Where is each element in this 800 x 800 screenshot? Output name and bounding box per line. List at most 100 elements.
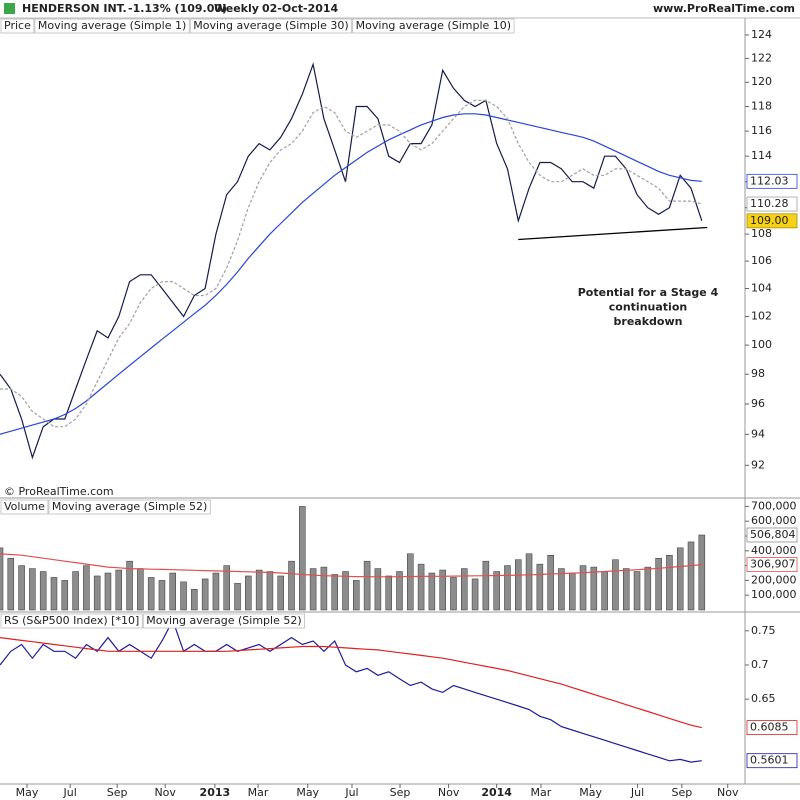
volume-bar bbox=[18, 565, 25, 611]
volume-bar bbox=[137, 568, 144, 611]
volume-bar bbox=[201, 578, 209, 611]
volume-bar bbox=[687, 541, 695, 611]
x-tick-label: 2014 bbox=[481, 786, 512, 799]
x-tick-label: Nov bbox=[154, 786, 176, 799]
volume-bar bbox=[407, 553, 414, 611]
last-value-box bbox=[746, 173, 798, 189]
volume-bar bbox=[601, 571, 608, 611]
volume-bar bbox=[504, 565, 511, 611]
legend-box bbox=[189, 18, 353, 34]
volume-bar bbox=[191, 589, 198, 611]
volume-bar bbox=[396, 571, 403, 611]
volume-bar bbox=[622, 568, 630, 611]
volume-bar bbox=[363, 560, 371, 611]
volume-bar bbox=[644, 566, 652, 611]
volume-bar bbox=[7, 557, 15, 611]
legend-box bbox=[34, 18, 190, 34]
legend-label: Moving average (Simple 1) bbox=[38, 19, 186, 32]
volume-bar bbox=[104, 572, 112, 611]
x-tick-label: Nov bbox=[438, 786, 460, 799]
volume-bar bbox=[374, 568, 382, 611]
volume-bar bbox=[525, 553, 533, 611]
y-tick-label: 116 bbox=[751, 124, 772, 137]
volume-bar bbox=[299, 506, 306, 611]
x-tick-label: 2013 bbox=[200, 786, 231, 799]
volume-bar bbox=[309, 568, 317, 611]
volume-bar bbox=[234, 583, 241, 611]
last-value-label: 110.28 bbox=[750, 197, 789, 210]
series-line bbox=[0, 62, 703, 460]
y-tick-label: 0.7 bbox=[751, 658, 769, 671]
volume-bar bbox=[493, 571, 500, 611]
y-tick-label: 100 bbox=[751, 338, 772, 351]
volume-bar bbox=[255, 569, 263, 611]
y-tick-label: 98 bbox=[751, 367, 765, 380]
y-tick-label: 600,000 bbox=[751, 514, 797, 527]
legend-box bbox=[352, 18, 515, 34]
series-line bbox=[0, 637, 702, 729]
volume-bar bbox=[515, 559, 522, 611]
site: www.ProRealTime.com bbox=[653, 2, 795, 15]
x-tick-label: Sep bbox=[671, 786, 692, 799]
volume-bar bbox=[547, 554, 554, 611]
y-tick-label: 114 bbox=[751, 149, 772, 162]
volume-bar bbox=[666, 554, 673, 611]
volume-bar bbox=[61, 580, 69, 611]
x-tick-label: Jul bbox=[63, 786, 77, 799]
volume-bar bbox=[50, 577, 58, 611]
legend-box bbox=[0, 18, 35, 34]
volume-bar bbox=[676, 547, 684, 611]
last-value-box bbox=[746, 557, 798, 572]
last-value-label: 112.03 bbox=[750, 174, 789, 187]
volume-bar bbox=[342, 571, 349, 611]
x-tick-label: Jul bbox=[344, 786, 358, 799]
volume-bar bbox=[417, 563, 425, 611]
x-tick-label: May bbox=[16, 786, 39, 799]
series-line bbox=[0, 553, 702, 578]
volume-bar bbox=[353, 580, 360, 611]
last-value-label: 0.5601 bbox=[750, 754, 789, 767]
y-tick-label: 102 bbox=[751, 310, 772, 323]
x-tick-label: Jul bbox=[630, 786, 644, 799]
volume-bar bbox=[590, 566, 598, 611]
volume-bar bbox=[461, 568, 468, 611]
y-tick-label: 106 bbox=[751, 254, 772, 267]
volume-bar bbox=[428, 572, 436, 611]
legend-label: Price bbox=[4, 19, 31, 32]
volume-bar bbox=[147, 577, 155, 611]
y-tick-label: 124 bbox=[751, 28, 772, 41]
volume-bar bbox=[266, 571, 274, 611]
last-value-box bbox=[746, 213, 798, 229]
y-tick-label: 400,000 bbox=[751, 544, 797, 557]
volume-bar bbox=[612, 559, 619, 611]
volume-bar bbox=[385, 575, 392, 611]
x-tick-label: Nov bbox=[717, 786, 739, 799]
volume-bar bbox=[482, 560, 490, 611]
legend-label: Moving average (Simple 10) bbox=[356, 19, 511, 32]
y-tick-label: 92 bbox=[751, 458, 765, 471]
volume-bar bbox=[83, 565, 90, 611]
volume-bar bbox=[180, 581, 187, 611]
x-tick-label: Sep bbox=[390, 786, 411, 799]
volume-bar bbox=[698, 534, 706, 611]
y-tick-label: 122 bbox=[751, 51, 772, 64]
legend-box bbox=[142, 613, 306, 629]
volume-bar bbox=[277, 575, 284, 611]
y-tick-label: 0.65 bbox=[751, 692, 776, 705]
x-tick-label: Sep bbox=[107, 786, 128, 799]
volume-bar bbox=[212, 572, 220, 611]
x-tick-label: May bbox=[579, 786, 602, 799]
y-tick-label: 96 bbox=[751, 397, 765, 410]
volume-bar bbox=[568, 572, 576, 611]
volume-bar bbox=[439, 569, 446, 611]
annotation: breakdown bbox=[614, 315, 683, 328]
volume-bar bbox=[169, 572, 177, 611]
last-value-box bbox=[746, 527, 798, 543]
trendline bbox=[518, 226, 708, 241]
annotation: Potential for a Stage 4 bbox=[578, 286, 719, 299]
legend-box bbox=[0, 499, 49, 515]
volume-bar bbox=[558, 568, 565, 611]
